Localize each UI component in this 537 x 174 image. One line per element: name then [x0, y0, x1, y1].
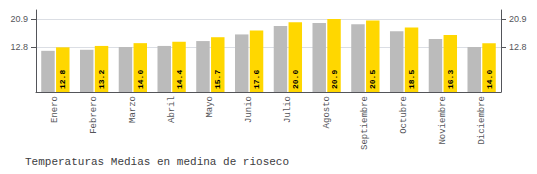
svg-text:Febrero: Febrero	[89, 96, 99, 134]
svg-text:13.2: 13.2	[97, 70, 106, 89]
svg-text:Temperaturas Medias en medina: Temperaturas Medias en medina de rioseco	[25, 156, 289, 168]
svg-text:Octubre: Octubre	[399, 96, 409, 134]
svg-text:12.8: 12.8	[509, 42, 527, 52]
svg-text:15.7: 15.7	[213, 70, 222, 89]
svg-text:20.0: 20.0	[291, 70, 300, 89]
svg-text:20.9: 20.9	[10, 14, 28, 24]
svg-text:Junio: Junio	[244, 96, 254, 123]
svg-text:Enero: Enero	[50, 96, 60, 123]
svg-text:12.8: 12.8	[58, 70, 67, 89]
svg-text:20.9: 20.9	[330, 70, 339, 89]
svg-text:Diciembre: Diciembre	[477, 96, 487, 145]
svg-text:Agosto: Agosto	[322, 96, 332, 128]
svg-text:Julio: Julio	[283, 96, 293, 123]
svg-text:12.8: 12.8	[10, 42, 28, 52]
svg-text:Mayo: Mayo	[205, 96, 215, 118]
svg-text:20.5: 20.5	[368, 70, 377, 89]
svg-text:Marzo: Marzo	[128, 96, 138, 123]
svg-text:16.3: 16.3	[446, 70, 455, 89]
svg-text:14.4: 14.4	[175, 70, 184, 89]
svg-text:14.0: 14.0	[136, 70, 145, 89]
svg-text:Noviembre: Noviembre	[438, 96, 448, 145]
svg-text:Abril: Abril	[167, 96, 177, 123]
svg-text:18.5: 18.5	[407, 70, 416, 89]
svg-text:Septiembre: Septiembre	[360, 96, 370, 150]
svg-text:20.9: 20.9	[509, 14, 527, 24]
svg-text:17.6: 17.6	[252, 70, 261, 89]
svg-text:14.0: 14.0	[485, 70, 494, 89]
